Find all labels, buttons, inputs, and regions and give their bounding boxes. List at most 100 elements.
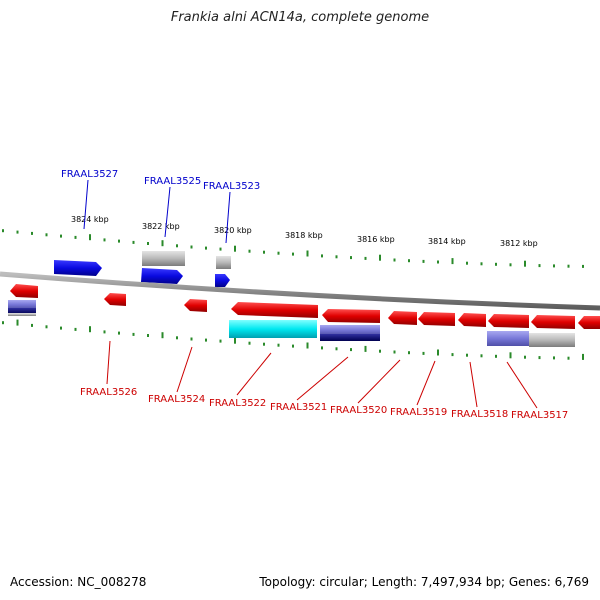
gene-label[interactable]: FRAAL3517 bbox=[511, 410, 568, 421]
forward-gene-labels: FRAAL3527 FRAAL3525 FRAAL3523 bbox=[61, 169, 260, 192]
homology-hit-cyan bbox=[229, 320, 317, 338]
reverse-strand-genes bbox=[10, 284, 600, 329]
kbp-label: 3812 kbp bbox=[500, 239, 538, 248]
homology-hit-navy bbox=[8, 308, 36, 314]
minor-tick bbox=[205, 338, 207, 342]
minor-tick bbox=[74, 235, 77, 239]
chromosome-backbone bbox=[0, 271, 600, 311]
gene-arrow-forward[interactable] bbox=[141, 268, 183, 284]
minor-tick bbox=[31, 231, 33, 235]
gene-arrow-reverse[interactable] bbox=[578, 316, 600, 329]
kbp-label: 3820 kbp bbox=[214, 226, 252, 235]
major-tick bbox=[451, 258, 454, 265]
minor-tick bbox=[480, 354, 483, 358]
minor-tick bbox=[103, 238, 106, 242]
minor-tick bbox=[147, 334, 149, 337]
genome-summary-text: Topology: circular; Length: 7,497,934 bp… bbox=[259, 575, 589, 589]
minor-tick bbox=[321, 346, 323, 350]
gene-arrow-reverse[interactable] bbox=[531, 315, 575, 329]
minor-tick bbox=[422, 351, 425, 355]
minor-tick bbox=[219, 247, 222, 251]
minor-tick bbox=[263, 342, 265, 346]
gene-label[interactable]: FRAAL3526 bbox=[80, 387, 137, 398]
leader-line bbox=[416, 360, 436, 406]
reverse-strand-hits bbox=[8, 300, 575, 347]
major-tick bbox=[379, 254, 381, 261]
gene-label[interactable]: FRAAL3519 bbox=[390, 407, 447, 418]
gene-arrow-reverse[interactable] bbox=[322, 309, 380, 323]
homology-hit-gray bbox=[529, 333, 575, 347]
minor-tick bbox=[321, 254, 323, 258]
leader-line bbox=[357, 359, 401, 404]
forward-strand-genes bbox=[54, 251, 231, 287]
gene-arrow-reverse[interactable] bbox=[231, 302, 318, 318]
minor-tick bbox=[205, 246, 207, 250]
minor-tick bbox=[176, 244, 178, 248]
major-tick bbox=[16, 319, 19, 326]
minor-tick bbox=[2, 321, 4, 325]
minor-tick bbox=[466, 353, 468, 357]
gene-label[interactable]: FRAAL3525 bbox=[144, 176, 201, 187]
major-tick bbox=[582, 353, 584, 360]
minor-tick bbox=[408, 351, 410, 355]
gene-label[interactable]: FRAAL3524 bbox=[148, 394, 205, 405]
gene-arrow-reverse[interactable] bbox=[458, 313, 486, 327]
leader-line bbox=[469, 361, 478, 408]
major-tick bbox=[234, 337, 236, 344]
gene-arrow-reverse[interactable] bbox=[388, 311, 417, 325]
minor-tick bbox=[335, 347, 338, 351]
major-tick bbox=[89, 326, 91, 333]
minor-tick bbox=[408, 259, 410, 263]
homology-hit-gray bbox=[8, 313, 36, 316]
minor-tick bbox=[2, 229, 4, 233]
gene-arrow-forward[interactable] bbox=[54, 260, 102, 276]
gene-arrow-reverse[interactable] bbox=[488, 314, 529, 328]
minor-tick bbox=[248, 249, 251, 253]
minor-tick bbox=[393, 258, 396, 262]
minor-tick bbox=[103, 330, 106, 334]
homology-hit-gray bbox=[142, 251, 185, 266]
minor-tick bbox=[350, 348, 352, 352]
minor-tick bbox=[466, 261, 468, 265]
gene-arrow-reverse[interactable] bbox=[418, 312, 455, 326]
minor-tick bbox=[190, 245, 193, 249]
minor-tick bbox=[60, 234, 62, 238]
major-tick bbox=[161, 240, 164, 247]
gene-arrow-reverse[interactable] bbox=[184, 299, 207, 312]
minor-tick bbox=[422, 259, 425, 263]
gene-label[interactable]: FRAAL3522 bbox=[209, 398, 266, 409]
major-tick bbox=[509, 352, 512, 359]
minor-tick bbox=[567, 356, 570, 360]
gene-arrow-forward[interactable] bbox=[215, 274, 230, 287]
major-tick bbox=[364, 345, 367, 352]
minor-tick bbox=[582, 264, 584, 268]
major-tick bbox=[306, 250, 309, 257]
minor-tick bbox=[219, 339, 222, 343]
minor-tick bbox=[437, 260, 439, 264]
map-title: Frankia alni ACN14a, complete genome bbox=[170, 10, 430, 25]
homology-hit-slate bbox=[320, 325, 380, 335]
gene-label[interactable]: FRAAL3518 bbox=[451, 409, 508, 420]
homology-hit-slate bbox=[8, 300, 36, 309]
gene-label[interactable]: FRAAL3527 bbox=[61, 169, 118, 180]
gene-label[interactable]: FRAAL3521 bbox=[270, 402, 327, 413]
label-leader-lines bbox=[83, 179, 538, 409]
gene-arrow-reverse[interactable] bbox=[10, 284, 38, 298]
major-tick bbox=[234, 245, 236, 252]
gene-label[interactable]: FRAAL3523 bbox=[203, 181, 260, 192]
minor-tick bbox=[364, 256, 367, 260]
homology-hit-gray bbox=[216, 256, 231, 269]
minor-tick bbox=[379, 349, 381, 353]
minor-tick bbox=[45, 233, 48, 237]
minor-tick bbox=[277, 251, 280, 255]
kbp-label: 3814 kbp bbox=[428, 237, 466, 246]
minor-tick bbox=[74, 327, 77, 331]
minor-tick bbox=[538, 356, 541, 360]
minor-tick bbox=[45, 325, 48, 329]
homology-hit-navy bbox=[320, 334, 380, 341]
minor-tick bbox=[277, 343, 280, 347]
minor-tick bbox=[118, 331, 120, 335]
gene-label[interactable]: FRAAL3520 bbox=[330, 405, 387, 416]
gene-arrow-reverse[interactable] bbox=[104, 293, 126, 306]
